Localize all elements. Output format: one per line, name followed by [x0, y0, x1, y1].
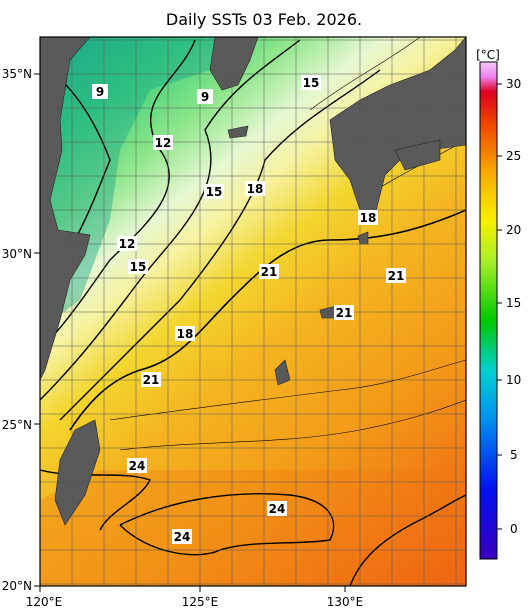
svg-text:12: 12: [155, 136, 172, 150]
svg-text:21: 21: [143, 373, 160, 387]
svg-text:24: 24: [269, 502, 286, 516]
svg-text:21: 21: [336, 306, 353, 320]
svg-text:21: 21: [261, 265, 278, 279]
colorbar-tick-25: 25: [506, 149, 521, 163]
land-korea: [209, 37, 259, 91]
land-jeju: [227, 125, 249, 139]
map-frame: [39, 36, 467, 587]
colorbar-tick-0: 0: [510, 522, 518, 536]
cold-coastal-region: [40, 37, 235, 330]
map-title: Daily SSTs 03 Feb. 2026.: [165, 10, 363, 29]
contour-label-21b: 21: [386, 268, 406, 283]
contour-label-24b: 24: [267, 501, 287, 516]
contour-label-12b: 12: [117, 236, 137, 251]
contour-label-24c: 24: [172, 529, 192, 544]
contour-label-18c: 18: [175, 326, 195, 341]
contour-labels: 9 9 15 12 15 18 18 12 15 21 21 21 18 21 …: [92, 75, 406, 544]
colorbar-tick-20: 20: [506, 223, 521, 237]
contour-label-15a: 15: [301, 75, 321, 90]
svg-text:18: 18: [360, 211, 377, 225]
svg-text:12: 12: [119, 237, 136, 251]
colorbar-tick-15: 15: [506, 296, 521, 310]
contour-label-21a: 21: [259, 264, 279, 279]
isotherm-21: [69, 209, 466, 431]
axis-ticks: [34, 73, 346, 592]
land-china-coast: [40, 37, 91, 381]
warm-region: [40, 470, 466, 586]
isotherm-12: [40, 39, 196, 351]
colorbar-tick-10: 10: [506, 373, 521, 387]
isotherm-18: [59, 69, 381, 421]
lat-label-30: 30°N: [2, 247, 32, 261]
svg-text:18: 18: [247, 182, 264, 196]
colorbar-tick-30: 30: [506, 77, 521, 91]
colorbar: [°C] 30 25 20 15 10 5 0: [476, 48, 521, 560]
svg-text:9: 9: [96, 85, 104, 99]
isotherm-thin-1: [309, 37, 421, 111]
contour-label-9b: 9: [197, 89, 213, 104]
lat-label-25: 25°N: [2, 418, 32, 432]
svg-text:18: 18: [177, 327, 194, 341]
svg-text:15: 15: [130, 260, 147, 274]
isotherm-15: [40, 39, 301, 401]
contour-label-24a: 24: [127, 458, 147, 473]
svg-text:24: 24: [174, 530, 191, 544]
lon-label-120: 120°E: [26, 595, 63, 609]
contour-label-15b: 15: [204, 184, 224, 199]
colorbar-unit: [°C]: [476, 48, 500, 62]
contour-label-15c: 15: [128, 259, 148, 274]
contour-label-21c: 21: [334, 305, 354, 320]
lon-label-125: 125°E: [182, 595, 219, 609]
svg-text:9: 9: [201, 90, 209, 104]
svg-text:24: 24: [129, 459, 146, 473]
isotherm-lines: [40, 37, 466, 586]
lat-label-20: 20°N: [2, 579, 32, 593]
contour-label-9a: 9: [92, 84, 108, 99]
isotherm-thin-3: [109, 359, 466, 421]
lon-label-130: 130°E: [327, 595, 364, 609]
svg-text:15: 15: [206, 185, 223, 199]
isotherm-thin-4: [119, 399, 466, 451]
graticule: [40, 37, 466, 586]
colorbar-scale: [479, 61, 498, 560]
svg-text:15: 15: [303, 76, 320, 90]
contour-label-18b: 18: [358, 210, 378, 225]
land-shikoku: [394, 139, 441, 171]
land-taiwan: [54, 419, 101, 526]
isotherm-24b: [119, 493, 335, 556]
contour-label-12a: 12: [153, 135, 173, 150]
land-masses: [40, 37, 466, 526]
colorbar-tick-5: 5: [510, 448, 518, 462]
contour-label-18a: 18: [245, 181, 265, 196]
contour-label-21d: 21: [141, 372, 161, 387]
svg-text:21: 21: [388, 269, 405, 283]
lat-label-35: 35°N: [2, 67, 32, 81]
